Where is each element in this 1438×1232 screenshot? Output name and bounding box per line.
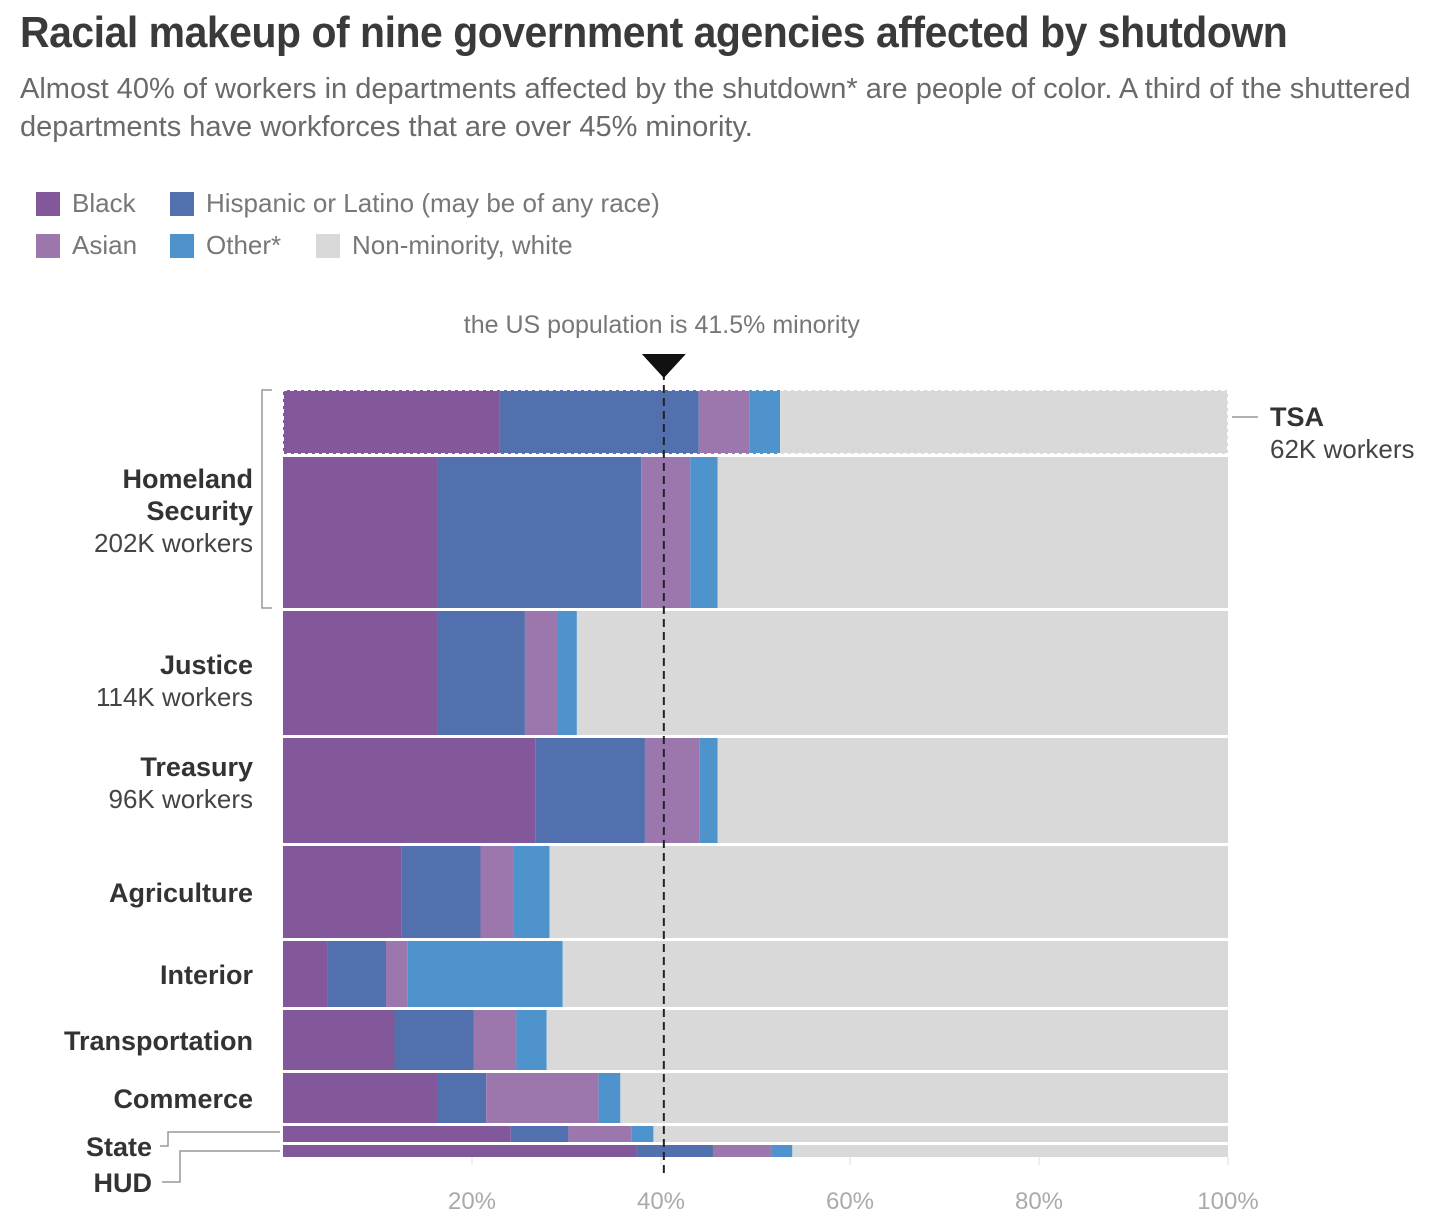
bar-segment-state-0 — [283, 1126, 511, 1142]
legend-label-black: Black — [72, 188, 136, 218]
bar-segment-interior-4 — [562, 941, 1228, 1007]
bar-segment-treasury-1 — [535, 738, 645, 843]
bar-segment-hud-2 — [712, 1145, 772, 1157]
bar-segment-state-3 — [631, 1126, 654, 1142]
bar-segment-tsa-2 — [698, 390, 750, 454]
bar-segment-commerce-2 — [486, 1073, 599, 1123]
legend-swatch-white — [316, 233, 340, 258]
label-hud: HUD — [94, 1168, 153, 1198]
label-homeland-workers: 202K workers — [94, 528, 253, 558]
bar-segment-transportation-0 — [283, 1010, 395, 1070]
bar-segment-homeland-security-0 — [283, 457, 438, 608]
bar-segment-agriculture-0 — [283, 846, 402, 938]
label-justice-workers: 114K workers — [96, 682, 253, 712]
legend-item-hispanic: Hispanic or Latino (may be of any race) — [170, 188, 660, 219]
bar-segment-interior-1 — [327, 941, 387, 1007]
bar-segment-agriculture-2 — [480, 846, 514, 938]
label-commerce: Commerce — [113, 1084, 253, 1114]
us-population-marker — [641, 354, 686, 378]
bar-segment-agriculture-1 — [401, 846, 481, 938]
state-leader — [160, 1131, 280, 1147]
label-tsa: TSA — [1270, 402, 1324, 432]
hud-leader — [162, 1150, 280, 1183]
x-tick-label-100: 100% — [1197, 1188, 1258, 1215]
legend-label-hispanic: Hispanic or Latino (may be of any race) — [206, 188, 660, 218]
bar-segment-hud-0 — [283, 1145, 637, 1157]
bar-segment-homeland-security-1 — [437, 457, 642, 608]
bar-segment-state-2 — [568, 1126, 632, 1142]
label-tsa-workers: 62K workers — [1270, 434, 1415, 464]
bar-segment-tsa-3 — [749, 390, 781, 454]
bar-segment-interior-2 — [386, 941, 408, 1007]
bar-segment-interior-0 — [283, 941, 328, 1007]
bar-segment-tsa-0 — [283, 390, 500, 454]
legend-item-other: Other* — [170, 230, 281, 261]
bar-segment-transportation-2 — [473, 1010, 517, 1070]
bar-segment-transportation-4 — [546, 1010, 1228, 1070]
bar-segment-transportation-1 — [394, 1010, 474, 1070]
x-tick-label-60: 60% — [826, 1188, 874, 1215]
bar-segment-agriculture-4 — [549, 846, 1228, 938]
bar-segment-treasury-0 — [283, 738, 536, 843]
label-interior: Interior — [160, 960, 254, 990]
bar-segment-commerce-3 — [598, 1073, 621, 1123]
bar-segment-homeland-security-4 — [717, 457, 1228, 608]
legend-label-other: Other* — [206, 230, 282, 260]
legend-label-white: Non-minority, white — [352, 230, 573, 260]
bar-segment-state-4 — [653, 1126, 1228, 1142]
bar-segment-agriculture-3 — [513, 846, 550, 938]
bar-segment-homeland-security-3 — [690, 457, 718, 608]
bar-segment-interior-3 — [407, 941, 563, 1007]
bar-segment-justice-1 — [437, 611, 525, 735]
legend-item-white: Non-minority, white — [316, 230, 573, 261]
bar-segment-commerce-0 — [283, 1073, 438, 1123]
x-tick-label-80: 80% — [1015, 1188, 1063, 1215]
x-tick-label-20: 20% — [448, 1188, 496, 1215]
x-tick-label-40: 40% — [637, 1188, 685, 1215]
legend-item-black: Black — [36, 188, 136, 219]
legend-swatch-asian — [36, 233, 60, 258]
bar-segment-justice-4 — [576, 611, 1228, 735]
label-state: State — [86, 1132, 152, 1162]
legend-item-asian: Asian — [36, 230, 137, 261]
bar-segment-hud-1 — [636, 1145, 713, 1157]
bar-segment-homeland-security-2 — [641, 457, 691, 608]
us-population-label: the US population is 41.5% minority — [464, 311, 861, 339]
bar-segment-justice-0 — [283, 611, 438, 735]
bar-segment-commerce-1 — [437, 1073, 487, 1123]
label-treasury-workers: 96K workers — [109, 784, 254, 814]
bar-segment-treasury-3 — [699, 738, 718, 843]
bar-segment-justice-2 — [524, 611, 558, 735]
homeland-bracket — [261, 389, 272, 609]
bar-segment-tsa-1 — [499, 390, 699, 454]
bar-segment-treasury-4 — [717, 738, 1228, 843]
tsa-outline — [282, 389, 1229, 455]
bar-segment-hud-3 — [771, 1145, 793, 1157]
label-justice: Justice — [160, 650, 253, 680]
bar-segment-tsa-4 — [780, 390, 1228, 454]
legend-swatch-other — [170, 233, 194, 258]
legend-swatch-black — [36, 191, 60, 216]
label-transportation: Transportation — [64, 1026, 253, 1056]
bar-segment-justice-3 — [557, 611, 577, 735]
label-homeland-line2: Security — [146, 496, 253, 526]
label-homeland-line1: Homeland — [122, 464, 253, 494]
chart-subtitle: Almost 40% of workers in departments aff… — [20, 73, 1411, 143]
label-treasury: Treasury — [140, 752, 253, 782]
bar-segment-state-1 — [510, 1126, 569, 1142]
bar-segment-treasury-2 — [644, 738, 700, 843]
label-agriculture: Agriculture — [109, 878, 253, 908]
legend-swatch-hispanic — [170, 191, 194, 216]
bar-segment-transportation-3 — [516, 1010, 547, 1070]
chart-title: Racial makeup of nine government agencie… — [20, 8, 1288, 57]
bar-segment-commerce-4 — [620, 1073, 1228, 1123]
legend-label-asian: Asian — [72, 230, 138, 260]
bar-segment-hud-4 — [792, 1145, 1228, 1157]
